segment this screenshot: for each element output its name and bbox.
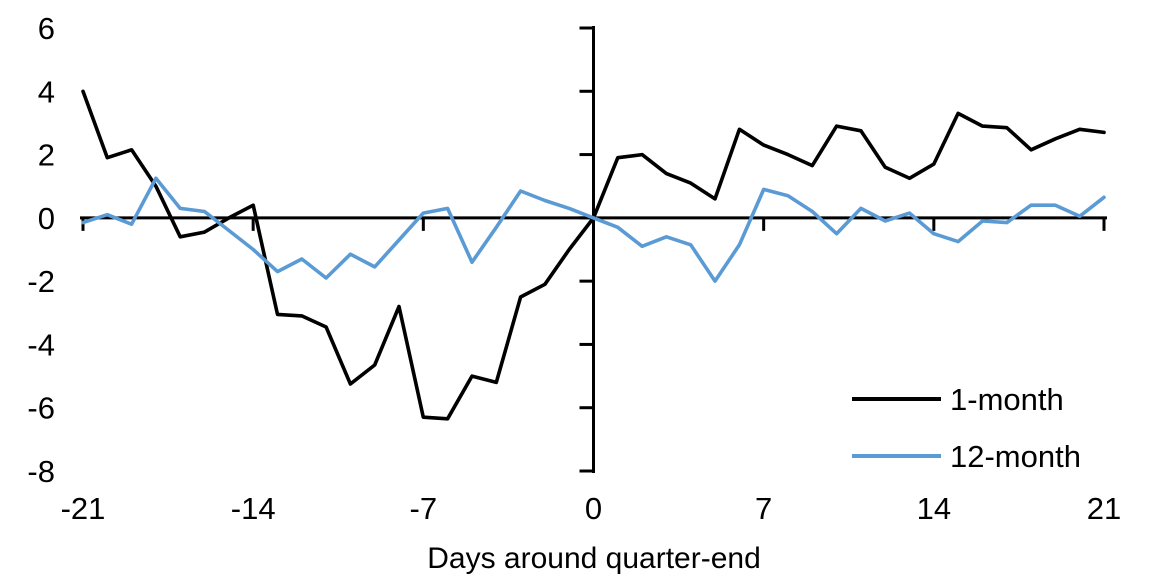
x-tick-label: 0: [585, 491, 602, 526]
x-tick-label: -7: [410, 491, 438, 526]
x-tick-label: 14: [917, 491, 951, 526]
legend-label: 12-month: [950, 439, 1081, 474]
x-tick-label: 21: [1087, 491, 1121, 526]
legend-label: 1-month: [950, 382, 1064, 417]
x-axis-title: Days around quarter-end: [427, 542, 761, 575]
y-tick-label: -8: [27, 454, 55, 489]
series-line-12-month: [81, 176, 1106, 283]
y-tick-label: -2: [27, 264, 55, 299]
y-tick-label: 4: [38, 74, 55, 109]
y-tick-label: 2: [38, 138, 55, 173]
legend-item-12-month: 12-month: [852, 439, 1081, 474]
legend-item-1-month: 1-month: [852, 382, 1064, 417]
series-layer: [81, 89, 1106, 421]
y-tick-label: -4: [27, 327, 55, 362]
y-tick-label: 0: [38, 201, 55, 236]
y-tick-label: 6: [38, 11, 55, 46]
x-tick-label: -21: [61, 491, 106, 526]
y-tick-label: -6: [27, 391, 55, 426]
legend: 1-month 12-month: [852, 382, 1081, 474]
labels-layer: -21 -14 -7 0 7 14 21 6 4 2 0 -2 -4 -6 -8: [27, 11, 1121, 526]
x-tick-label: -14: [231, 491, 276, 526]
x-tick-label: 7: [755, 491, 772, 526]
